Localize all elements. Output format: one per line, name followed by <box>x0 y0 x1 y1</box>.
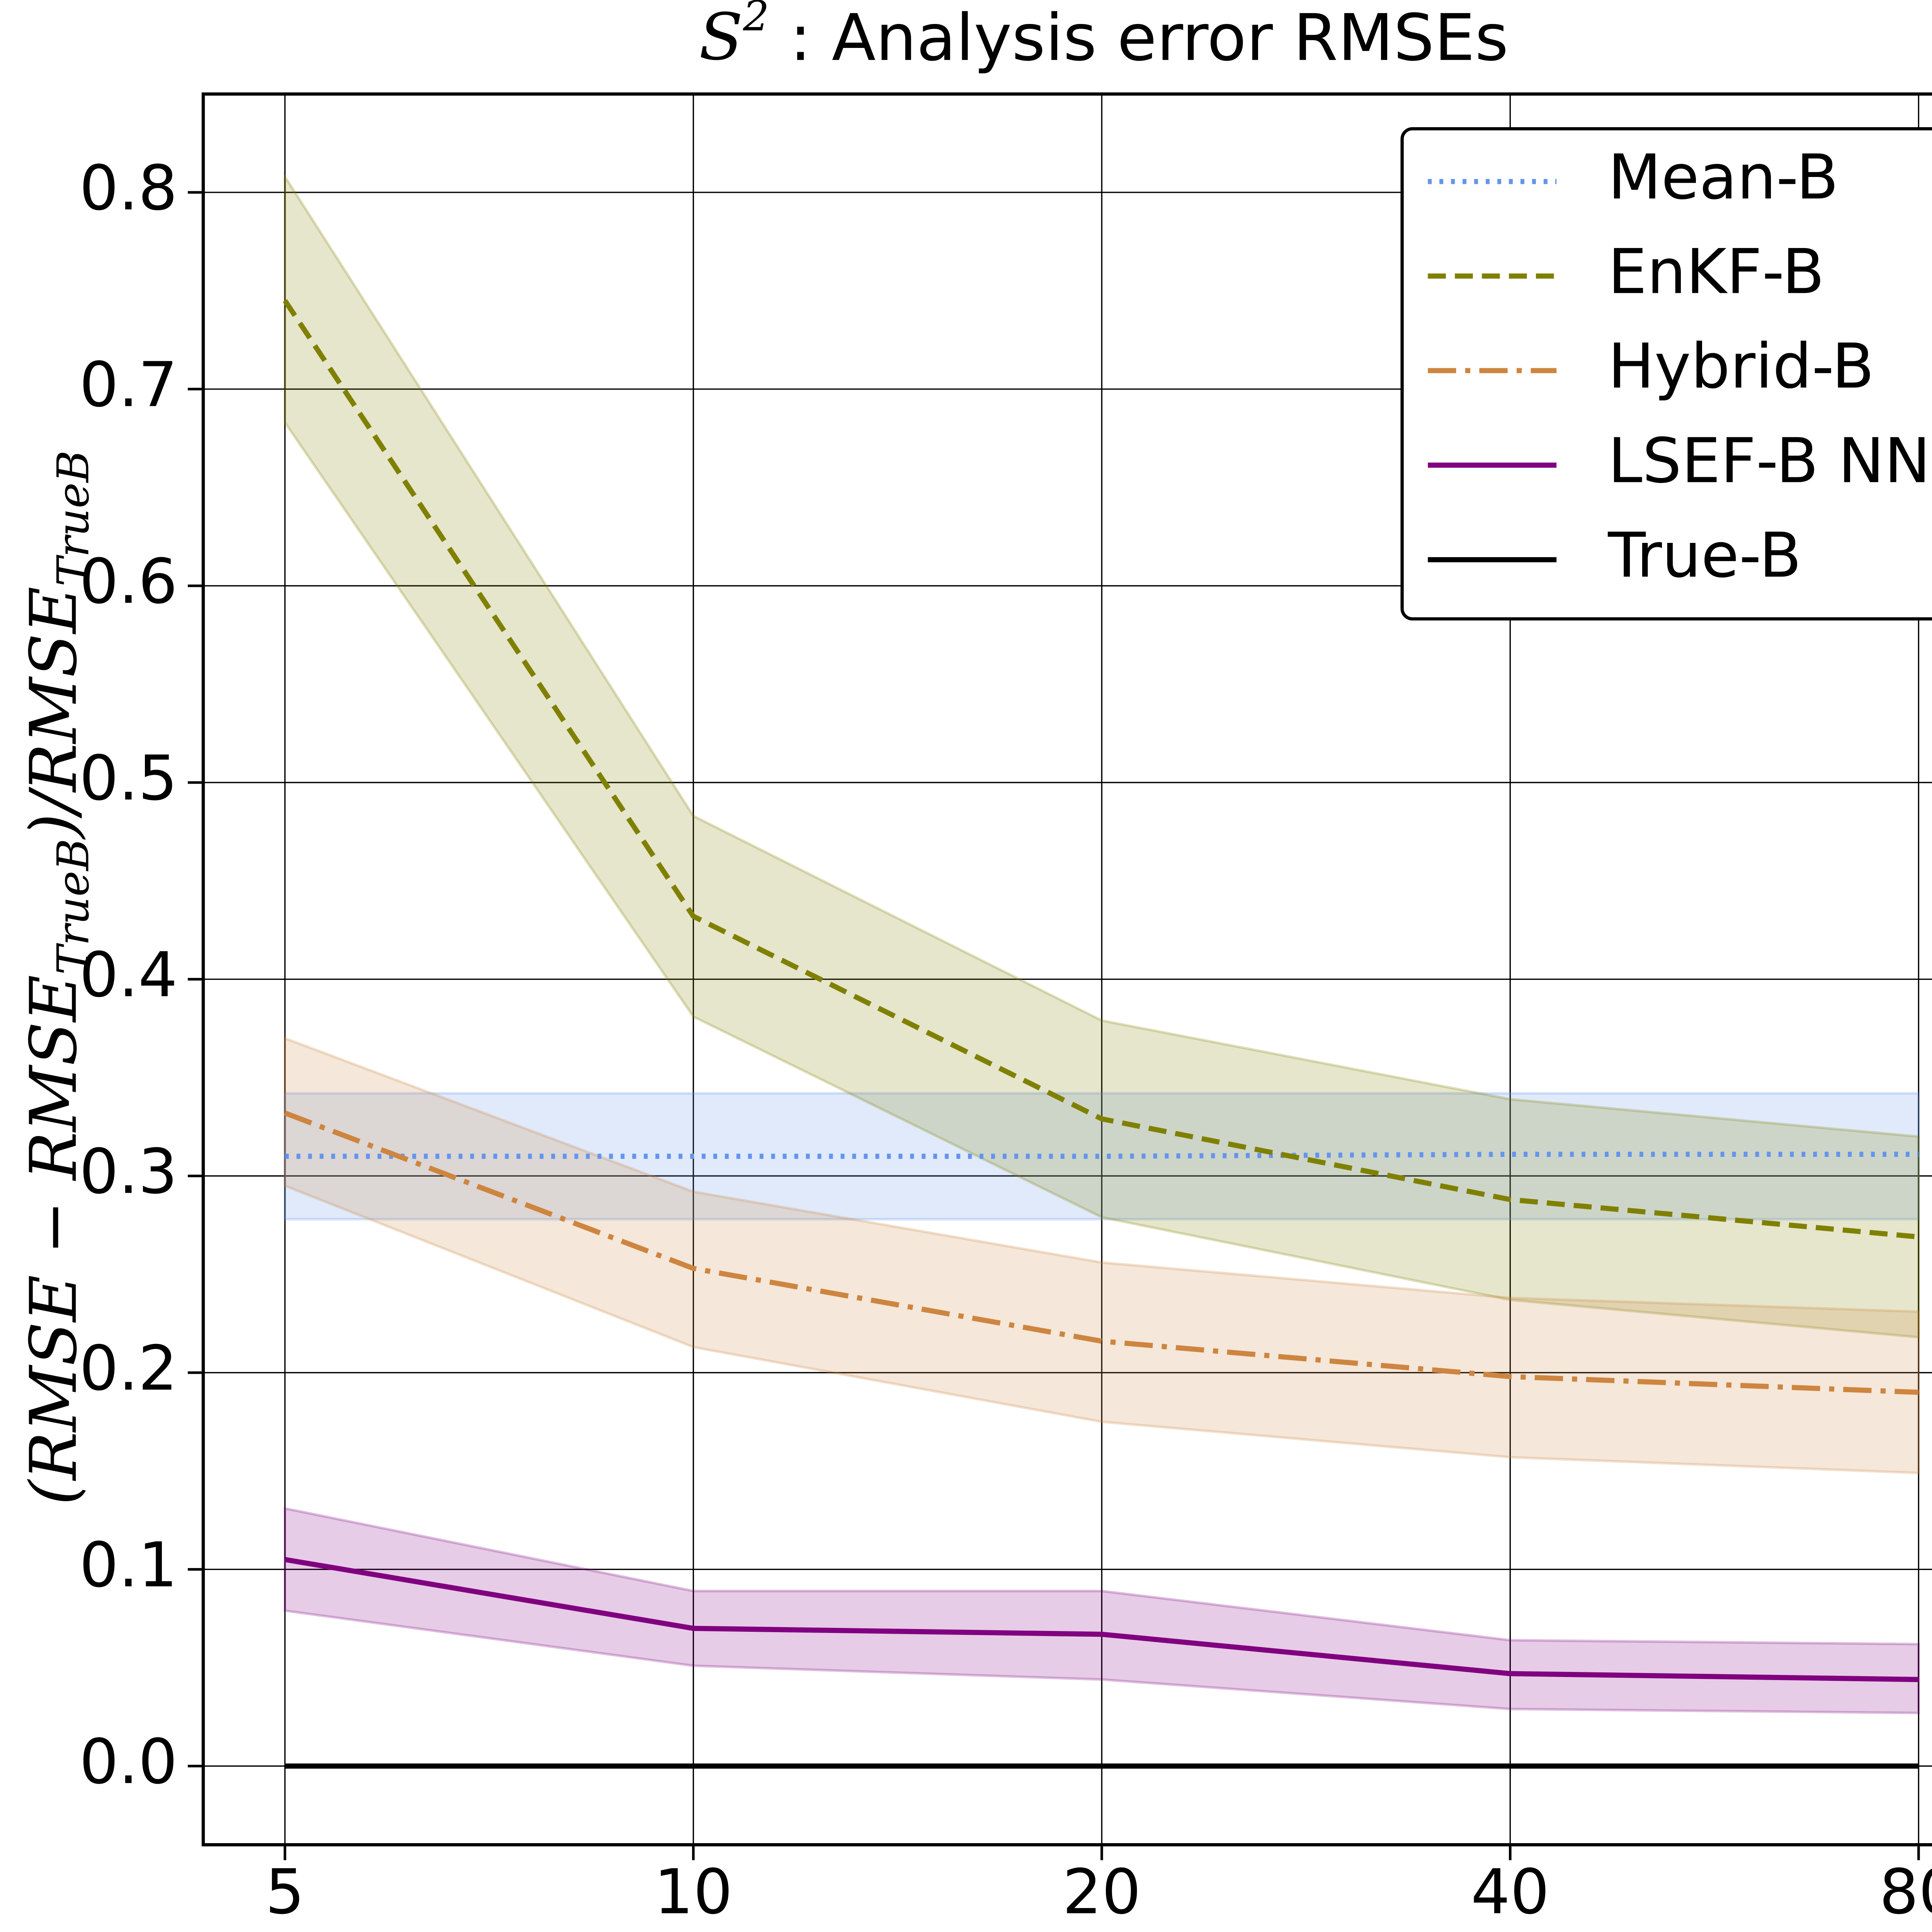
legend-label: LSEF-B NN <box>1608 425 1930 497</box>
y-tick-label: 0.6 <box>79 546 177 617</box>
confidence-band <box>284 1036 1920 1475</box>
legend-box <box>1400 127 1932 621</box>
x-tick-label: 40 <box>1471 1856 1549 1928</box>
y-tick-label: 0.4 <box>79 939 177 1011</box>
legend-label: True-B <box>1607 519 1801 591</box>
title-part: S <box>699 0 743 75</box>
confidence-band <box>284 1507 1920 1714</box>
legend: Mean-B EnKF-B Hybrid-B LSEF-B NN True-B <box>1400 127 1932 621</box>
y-tick-label: 0.8 <box>79 152 177 224</box>
y-tick-label: 0.0 <box>79 1726 177 1798</box>
plot-frame <box>201 92 1932 1847</box>
series-line <box>282 299 1919 1240</box>
y-tick-label: 0.7 <box>79 349 177 421</box>
title-part: 2 <box>743 0 769 40</box>
series-line <box>284 1111 1919 1395</box>
legend-label: Mean-B <box>1608 141 1838 213</box>
legend-label: EnKF-B <box>1608 236 1824 308</box>
ylabel-part: TrueB <box>48 450 99 587</box>
confidence-band <box>284 1092 1920 1221</box>
y-axis-label: (RMSE − RMSETrueB)/RMSETrueB <box>16 450 99 1505</box>
x-axis-label: Ensemble size <box>881 1928 1323 1932</box>
x-tick-label: 10 <box>654 1856 733 1928</box>
confidence-band <box>284 172 1920 1339</box>
ylabel-part: TrueB <box>48 838 99 975</box>
legend-label: Hybrid-B <box>1608 330 1874 402</box>
x-tick-label: 80 <box>1879 1856 1932 1928</box>
chart-title: S2 : Analysis error RMSEs <box>699 0 1509 76</box>
y-tick-label: 0.2 <box>79 1332 177 1404</box>
x-tick-label: 20 <box>1063 1856 1141 1928</box>
ylabel-part: (RMSE − RMSE <box>16 975 91 1505</box>
ylabel-part: )/RMSE <box>16 587 91 840</box>
y-tick-label: 0.3 <box>79 1136 177 1208</box>
x-tick-label: 5 <box>265 1856 305 1928</box>
series-line <box>284 1557 1919 1682</box>
title-part: : Analysis error RMSEs <box>769 1 1509 76</box>
y-tick-label: 0.1 <box>79 1529 177 1601</box>
y-tick-label: 0.5 <box>79 742 177 814</box>
